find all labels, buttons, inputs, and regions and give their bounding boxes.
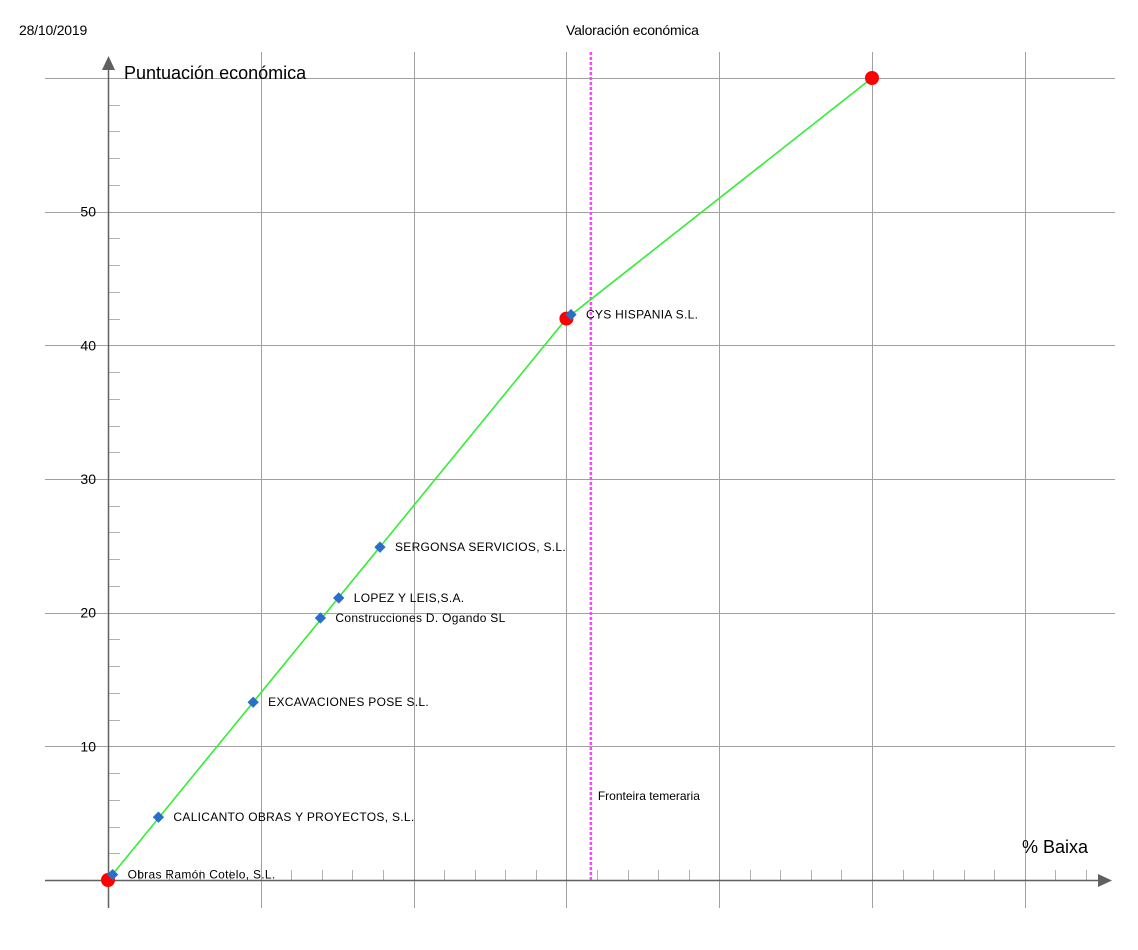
y-axis-title: Puntuación económica xyxy=(124,63,307,83)
y-tick-label: 50 xyxy=(80,204,96,220)
x-axis-arrow-icon xyxy=(1098,874,1112,887)
bid-marker xyxy=(247,696,259,708)
bid-marker xyxy=(314,612,327,624)
bid-marker xyxy=(374,541,386,553)
threshold-label: Fronteira temeraria xyxy=(598,789,700,803)
chart-date: 28/10/2019 xyxy=(19,22,88,38)
chart-title: Valoración económica xyxy=(566,22,699,38)
scoring-curve-point xyxy=(865,71,879,85)
bid-label: CYS HISPANIA S.L. xyxy=(586,308,698,322)
y-axis-arrow-icon xyxy=(102,56,115,70)
bid-label: Obras Ramón Cotelo, S.L. xyxy=(128,868,276,882)
y-tick-label: 20 xyxy=(80,605,96,621)
y-tick-label: 40 xyxy=(80,337,96,353)
y-tick-label: 10 xyxy=(80,738,96,754)
bid-marker xyxy=(565,308,577,321)
labels: Puntuación económica % Baixa 10 20 30 40 50 Fro… xyxy=(80,63,1089,882)
bid-marker xyxy=(152,811,165,823)
bid-label: Construcciones D. Ogando SL xyxy=(335,611,505,625)
bid-label: CALICANTO OBRAS Y PROYECTOS, S.L. xyxy=(173,810,414,824)
x-axis-title: % Baixa xyxy=(1022,837,1089,857)
axes xyxy=(45,56,1112,908)
bid-marker xyxy=(333,592,345,604)
bid-label: LOPEZ Y LEIS,S.A. xyxy=(354,591,465,605)
y-tick-label: 30 xyxy=(80,471,96,487)
bid-label: SERGONSA SERVICIOS, S.L. xyxy=(395,540,566,554)
grid xyxy=(45,52,1115,908)
bid-label: EXCAVACIONES POSE S.L. xyxy=(268,695,429,709)
series xyxy=(101,52,879,887)
